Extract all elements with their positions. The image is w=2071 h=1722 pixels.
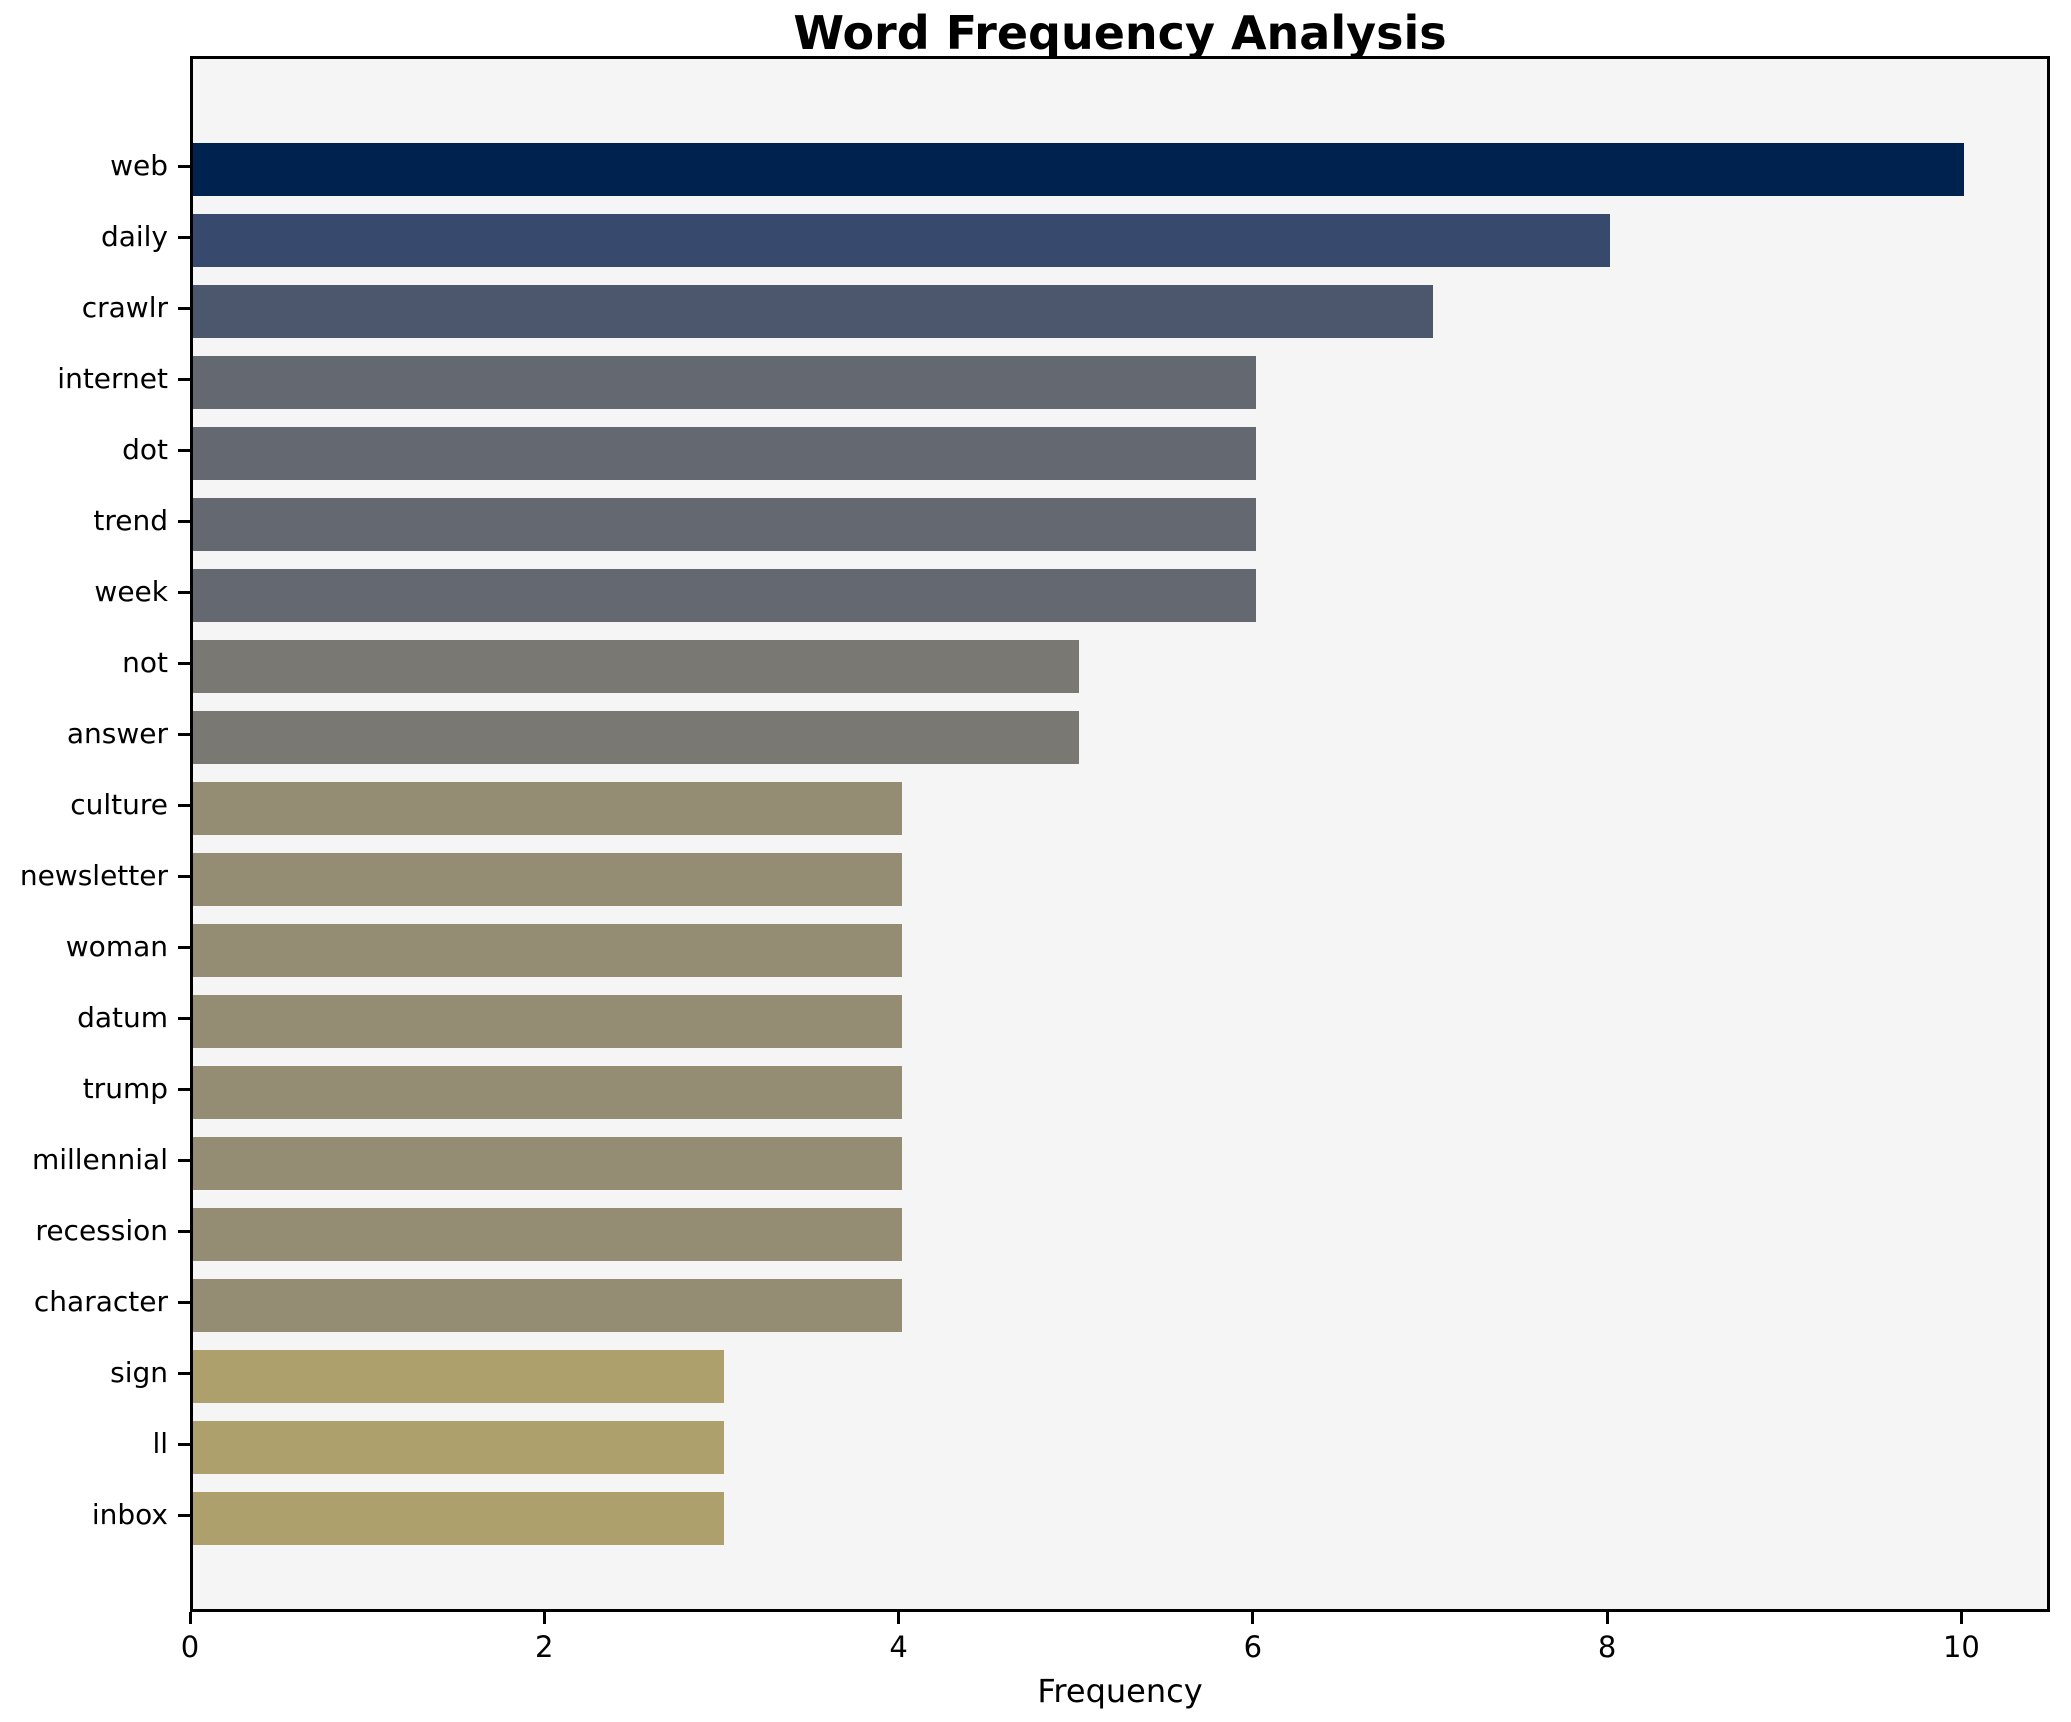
bar-web	[193, 142, 1965, 196]
y-tick-trump	[178, 1087, 190, 1091]
y-tick-culture	[178, 803, 190, 807]
y-label-ll: ll	[152, 1427, 168, 1460]
x-tick-2	[542, 1612, 546, 1624]
y-label-trend: trend	[93, 504, 168, 537]
x-tick-10	[1959, 1612, 1963, 1624]
y-label-sign: sign	[110, 1356, 168, 1389]
y-label-millennial: millennial	[31, 1143, 168, 1176]
y-tick-dot	[178, 448, 190, 452]
bar-daily	[193, 213, 1611, 267]
y-label-newsletter: newsletter	[19, 859, 168, 892]
bar-inbox	[193, 1491, 725, 1545]
y-label-dot: dot	[122, 433, 168, 466]
x-axis-label: Frequency	[1037, 1672, 1203, 1710]
y-tick-answer	[178, 732, 190, 736]
y-tick-newsletter	[178, 874, 190, 878]
x-tick-8	[1605, 1612, 1609, 1624]
y-tick-datum	[178, 1016, 190, 1020]
bar-not	[193, 639, 1079, 693]
y-label-crawlr: crawlr	[81, 291, 168, 324]
bar-millennial	[193, 1136, 902, 1190]
bar-woman	[193, 923, 902, 977]
x-tick-label-8: 8	[1597, 1630, 1617, 1664]
bar-recession	[193, 1207, 902, 1261]
bar-trend	[193, 497, 1256, 551]
bar-sign	[193, 1349, 725, 1403]
y-label-character: character	[33, 1285, 168, 1318]
y-label-trump: trump	[82, 1072, 168, 1105]
bar-datum	[193, 994, 902, 1048]
y-tick-internet	[178, 377, 190, 381]
y-label-answer: answer	[66, 717, 168, 750]
y-tick-woman	[178, 945, 190, 949]
y-tick-crawlr	[178, 306, 190, 310]
chart-title: Word Frequency Analysis	[793, 6, 1447, 60]
bar-crawlr	[193, 284, 1433, 338]
x-tick-label-4: 4	[889, 1630, 908, 1664]
bar-character	[193, 1278, 902, 1332]
bar-answer	[193, 710, 1079, 764]
y-tick-character	[178, 1300, 190, 1304]
y-label-web: web	[110, 149, 168, 182]
y-tick-not	[178, 661, 190, 665]
y-tick-sign	[178, 1371, 190, 1375]
bar-culture	[193, 781, 902, 835]
bar-internet	[193, 355, 1256, 409]
y-tick-week	[178, 590, 190, 594]
y-tick-recession	[178, 1229, 190, 1233]
bar-week	[193, 568, 1256, 622]
x-tick-0	[188, 1612, 192, 1624]
y-label-inbox: inbox	[91, 1498, 168, 1531]
y-tick-daily	[178, 235, 190, 239]
y-label-daily: daily	[100, 220, 168, 253]
plot-area	[190, 56, 2050, 1612]
y-label-culture: culture	[70, 788, 168, 821]
y-label-not: not	[122, 646, 168, 679]
bar-dot	[193, 426, 1256, 480]
y-label-woman: woman	[65, 930, 168, 963]
y-tick-ll	[178, 1442, 190, 1446]
y-label-internet: internet	[57, 362, 168, 395]
bar-newsletter	[193, 852, 902, 906]
bar-ll	[193, 1420, 725, 1474]
y-tick-trend	[178, 519, 190, 523]
x-tick-label-6: 6	[1243, 1630, 1263, 1664]
y-label-datum: datum	[77, 1001, 168, 1034]
y-tick-web	[178, 164, 190, 168]
x-tick-label-10: 10	[1942, 1630, 1980, 1664]
x-tick-4	[897, 1612, 901, 1624]
y-label-recession: recession	[35, 1214, 168, 1247]
y-label-week: week	[94, 575, 168, 608]
bar-trump	[193, 1065, 902, 1119]
y-tick-millennial	[178, 1158, 190, 1162]
x-tick-6	[1251, 1612, 1255, 1624]
x-tick-label-2: 2	[535, 1630, 554, 1664]
x-tick-label-0: 0	[180, 1630, 200, 1664]
y-tick-inbox	[178, 1513, 190, 1517]
